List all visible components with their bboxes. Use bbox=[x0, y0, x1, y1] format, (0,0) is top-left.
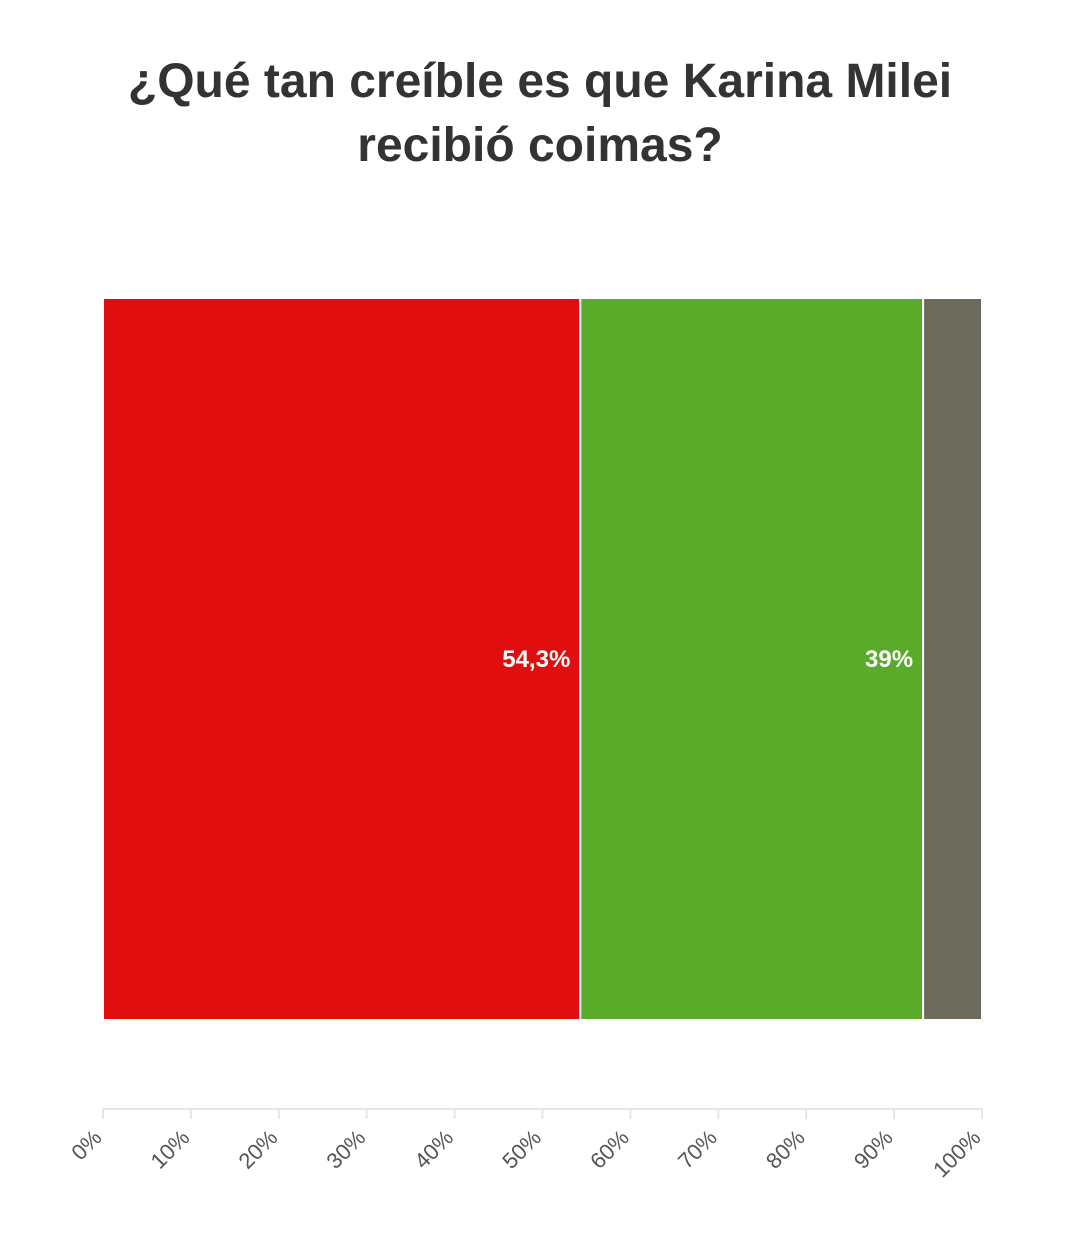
x-axis: 0% 10% 20% 30% 40% 50% 60% 70% 80% 90% 100% bbox=[66, 1108, 986, 1182]
x-tick-label-70: 70% bbox=[673, 1125, 722, 1174]
x-tick-label-50: 50% bbox=[497, 1125, 546, 1174]
x-tick-label-20: 20% bbox=[234, 1125, 283, 1174]
x-tick-label-10: 10% bbox=[146, 1125, 195, 1174]
x-tick-label-0: 0% bbox=[66, 1125, 106, 1165]
x-tick-label-100: 100% bbox=[928, 1125, 985, 1182]
bar-segments bbox=[102, 297, 983, 1021]
bar-label-1: 54,3% bbox=[502, 646, 570, 673]
x-tick-label-40: 40% bbox=[409, 1125, 458, 1174]
x-tick-label-60: 60% bbox=[585, 1125, 634, 1174]
x-tick-label-30: 30% bbox=[321, 1125, 370, 1174]
x-tick-label-80: 80% bbox=[761, 1125, 810, 1174]
bar-segment-3 bbox=[922, 297, 983, 1021]
bar-segment-1 bbox=[102, 297, 582, 1021]
bar-label-2: 39% bbox=[865, 646, 913, 673]
chart-title: ¿Qué tan creíble es que Karina Milei rec… bbox=[127, 55, 953, 172]
x-tick-label-90: 90% bbox=[849, 1125, 898, 1174]
bar-labels: 54,3% 39% bbox=[502, 646, 913, 673]
